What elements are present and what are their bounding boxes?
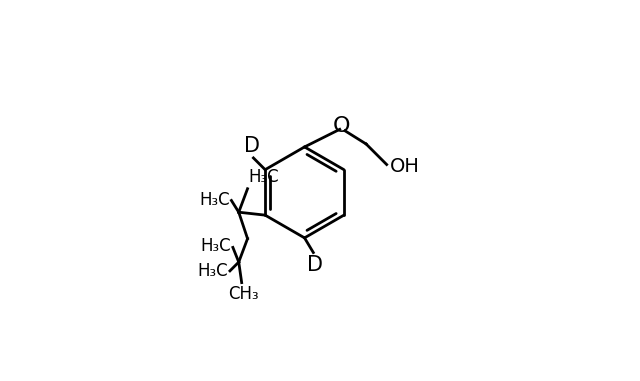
Text: H₃C: H₃C xyxy=(198,262,228,280)
Text: O: O xyxy=(332,117,350,136)
Text: D: D xyxy=(307,255,323,275)
Text: CH₃: CH₃ xyxy=(228,285,259,303)
Text: OH: OH xyxy=(390,157,420,176)
Text: H₃C: H₃C xyxy=(201,237,232,255)
Text: D: D xyxy=(244,136,260,155)
Text: H₃C: H₃C xyxy=(248,168,279,186)
Text: H₃C: H₃C xyxy=(199,190,230,208)
